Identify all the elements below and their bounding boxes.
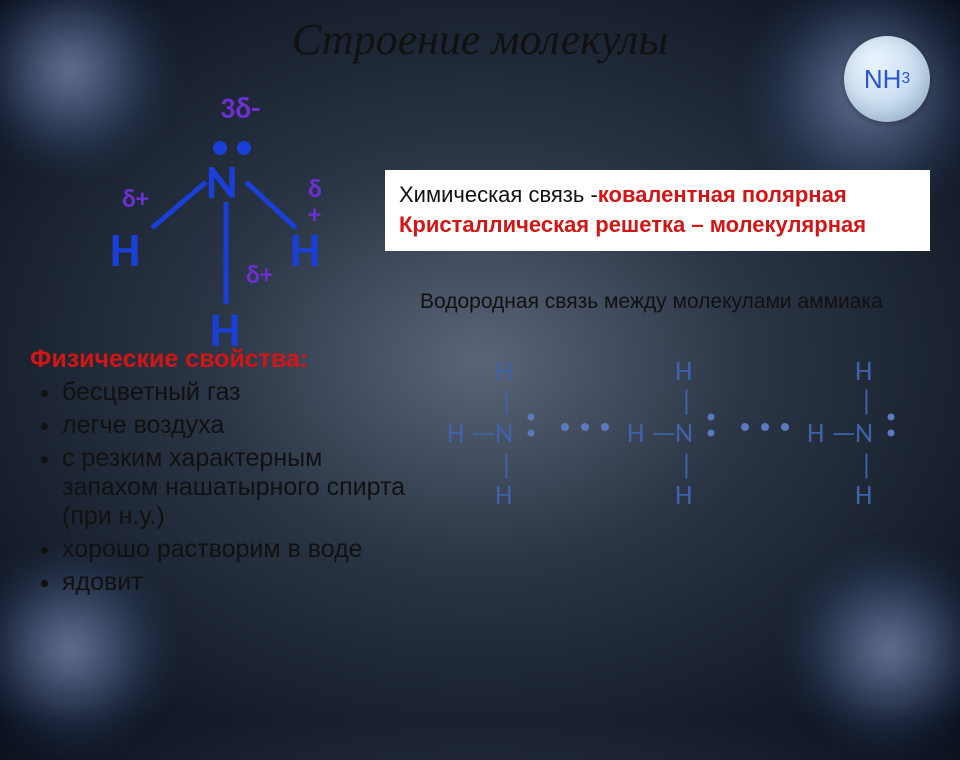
info-line-2: Кристаллическая решетка – молекулярная	[399, 210, 916, 240]
hb-atom-h: H	[495, 477, 512, 512]
hb-bar-h: —	[471, 415, 496, 450]
properties-header: Физические свойства:	[30, 345, 410, 374]
atom-h-left: H	[110, 220, 140, 279]
list-item: бесцветный газ	[62, 378, 410, 407]
list-item: хорошо растворим в воде	[62, 535, 410, 564]
molecule-structure: 3δ- N H H H δ+ δ + δ+	[60, 90, 360, 350]
hbond-diagram: H | H — N | H H | H — N | H H | H — N | …	[430, 335, 940, 515]
hb-atom-h: H	[627, 415, 644, 450]
hb-atom-n: N	[855, 415, 873, 450]
flare-bottom-right	[780, 540, 960, 760]
hb-bar-v: |	[500, 383, 513, 418]
hb-bar-v: |	[860, 383, 873, 418]
bond-right	[246, 182, 296, 228]
delta-right-b: +	[308, 198, 321, 230]
list-item: ядовит	[62, 568, 410, 597]
bond-left	[152, 182, 206, 228]
hb-bar-h: —	[651, 415, 676, 450]
atom-n: N	[206, 152, 238, 211]
properties-block: Физические свойства: бесцветный газ легч…	[30, 345, 410, 601]
hbond-caption: Водородная связь между молекулами аммиак…	[420, 290, 883, 314]
info-line-1: Химическая связь -ковалентная полярная	[399, 180, 916, 210]
charge-top-label: 3δ-	[220, 90, 260, 127]
hb-atom-n: N	[675, 415, 693, 450]
slide-title: Строение молекулы	[0, 14, 960, 65]
hb-atom-n: N	[495, 415, 513, 450]
list-item: легче воздуха	[62, 411, 410, 440]
hb-atom-h: H	[807, 415, 824, 450]
properties-list: бесцветный газ легче воздуха с резким ха…	[30, 378, 410, 597]
formula-badge: NH3	[844, 36, 930, 122]
info-line-1b: ковалентная полярная	[598, 182, 847, 207]
formula-base: NH	[864, 64, 902, 95]
formula-sub: 3	[901, 70, 910, 88]
hb-atom-h: H	[447, 415, 464, 450]
delta-bottom: δ+	[246, 258, 273, 290]
info-line-1a: Химическая связь -	[399, 182, 598, 207]
hb-atom-h: H	[855, 477, 872, 512]
hb-atom-h: H	[675, 477, 692, 512]
bond-info-box: Химическая связь -ковалентная полярная К…	[385, 170, 930, 251]
hb-bar-h: —	[831, 415, 856, 450]
lone-pair-dot-2	[237, 141, 251, 155]
list-item: с резким характерным запахом нашатырного…	[62, 444, 410, 531]
hb-bar-v: |	[680, 383, 693, 418]
delta-left: δ+	[122, 182, 149, 214]
